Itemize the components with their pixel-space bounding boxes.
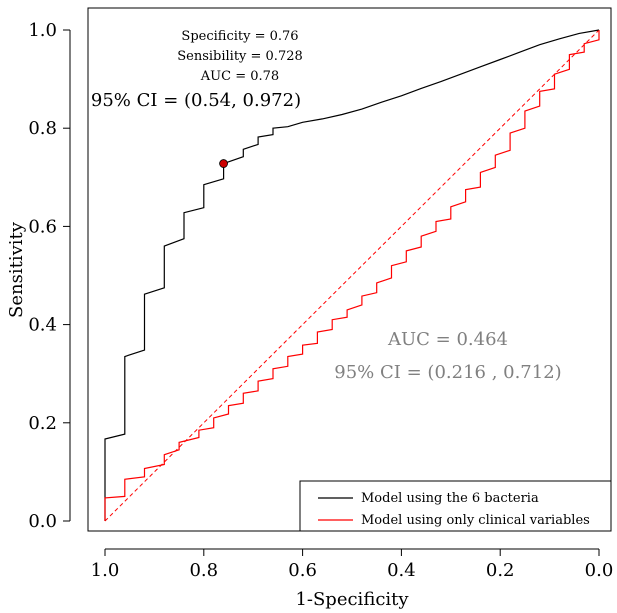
annotation-auc-bacteria: AUC = 0.78 <box>200 69 279 84</box>
optimal-threshold-point <box>219 159 228 168</box>
plot-frame <box>87 7 612 532</box>
x-axis-title: 1-Specificity <box>295 589 409 610</box>
y-tick-label: 1.0 <box>28 20 57 41</box>
x-ticks: 1.0 0.8 0.6 0.4 0.2 0.0 <box>91 549 614 581</box>
x-tick-label: 0.0 <box>585 560 614 581</box>
y-axis-title: Sensitivity <box>6 221 27 318</box>
y-tick-label: 0.4 <box>28 315 57 336</box>
x-tick-label: 1.0 <box>91 560 120 581</box>
x-tick-label: 0.8 <box>189 560 218 581</box>
legend-label-bacteria: Model using the 6 bacteria <box>361 491 539 506</box>
y-ticks: 0.0 0.2 0.4 0.6 0.8 1.0 <box>28 20 70 532</box>
annotation-auc-clinical: AUC = 0.464 <box>387 329 508 350</box>
legend: Model using the 6 bacteria Model using o… <box>299 480 612 532</box>
x-tick-label: 0.4 <box>387 560 416 581</box>
series-bacteria-line <box>104 29 600 521</box>
annotation-ci-clinical: 95% CI = (0.216 , 0.712) <box>334 362 561 383</box>
y-tick-label: 0.2 <box>28 413 57 434</box>
x-tick-label: 0.6 <box>288 560 317 581</box>
x-tick-label: 0.2 <box>486 560 515 581</box>
y-tick-label: 0.8 <box>28 118 57 139</box>
legend-box <box>299 480 612 532</box>
annotation-ci-bacteria: 95% CI = (0.54, 0.972) <box>91 90 301 111</box>
annotation-sensibility: Sensibility = 0.728 <box>177 49 303 64</box>
legend-label-clinical: Model using only clinical variables <box>361 513 590 528</box>
series-clinical-line <box>104 30 600 521</box>
y-tick-label: 0.6 <box>28 216 57 237</box>
y-tick-label: 0.0 <box>28 511 57 532</box>
annotation-specificity: Specificity = 0.76 <box>181 29 298 44</box>
